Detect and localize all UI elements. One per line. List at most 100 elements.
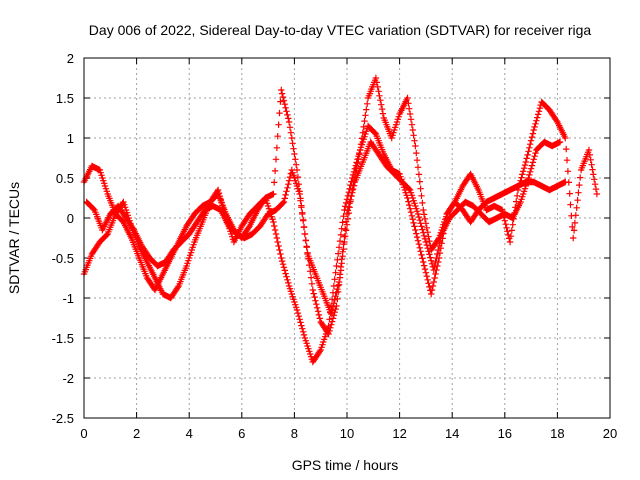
data-point xyxy=(301,224,307,230)
data-point xyxy=(407,111,413,117)
data-point xyxy=(285,115,291,121)
data-point xyxy=(527,141,533,147)
data-point xyxy=(431,279,437,285)
data-point xyxy=(291,151,297,157)
data-point xyxy=(421,262,427,268)
data-point xyxy=(287,124,293,130)
data-point xyxy=(275,239,281,245)
x-tick-label: 6 xyxy=(238,426,245,441)
data-point xyxy=(299,326,305,332)
data-point xyxy=(309,281,315,287)
data-point xyxy=(424,273,430,279)
data-point xyxy=(379,106,385,112)
data-point xyxy=(282,267,288,273)
data-point xyxy=(412,143,418,149)
data-point xyxy=(281,98,287,104)
data-point xyxy=(285,181,291,187)
y-tick-label: -1 xyxy=(62,291,74,306)
y-tick-label: -2.5 xyxy=(52,411,74,426)
data-point xyxy=(420,259,426,265)
data-point xyxy=(527,169,533,175)
chart-title: Day 006 of 2022, Sidereal Day-to-day VTE… xyxy=(89,22,592,38)
data-point xyxy=(313,301,319,307)
data-point xyxy=(522,162,528,168)
y-tick-label: -1.5 xyxy=(52,331,74,346)
data-point xyxy=(408,116,414,122)
x-tick-label: 18 xyxy=(550,426,564,441)
data-point xyxy=(284,112,290,118)
data-point xyxy=(275,122,281,128)
y-tick-label: 1 xyxy=(67,131,74,146)
data-point xyxy=(415,164,421,170)
data-point xyxy=(535,111,541,117)
data-point xyxy=(526,172,532,178)
data-point xyxy=(278,255,284,261)
data-point xyxy=(567,190,573,196)
x-tick-label: 10 xyxy=(340,426,354,441)
x-tick-label: 8 xyxy=(291,426,298,441)
grid xyxy=(84,58,610,418)
data-point xyxy=(531,156,537,162)
data-point xyxy=(418,193,424,199)
data-point xyxy=(563,146,569,152)
data-point xyxy=(272,168,278,174)
data-point xyxy=(414,234,420,240)
data-point xyxy=(525,148,531,154)
data-point xyxy=(285,280,291,286)
data-point xyxy=(406,106,412,112)
data-point xyxy=(282,192,288,198)
data-point xyxy=(289,140,295,146)
data-point xyxy=(378,102,384,108)
x-tick-label: 2 xyxy=(133,426,140,441)
data-point xyxy=(280,261,286,267)
data-point xyxy=(308,274,314,280)
data-point xyxy=(279,90,285,96)
data-point xyxy=(422,216,428,222)
data-point xyxy=(414,157,420,163)
data-point xyxy=(314,305,320,311)
data-point xyxy=(284,277,290,283)
data-point xyxy=(565,168,571,174)
data-point xyxy=(528,138,534,144)
data-point xyxy=(514,193,520,199)
data-point xyxy=(416,241,422,247)
data-point xyxy=(300,329,306,335)
data-point xyxy=(410,220,416,226)
data-point xyxy=(411,138,417,144)
data-point xyxy=(297,316,303,322)
data-point xyxy=(567,202,574,208)
data-points xyxy=(81,75,600,365)
data-point xyxy=(574,197,580,203)
data-point xyxy=(274,145,280,151)
data-point xyxy=(293,162,299,168)
data-point xyxy=(316,312,322,318)
data-point xyxy=(289,135,295,141)
data-point xyxy=(295,310,301,316)
data-point xyxy=(574,205,580,211)
data-point xyxy=(415,238,421,244)
data-point xyxy=(419,200,425,206)
data-point xyxy=(577,174,583,180)
y-tick-label: 2 xyxy=(67,51,74,66)
data-point xyxy=(531,127,537,133)
y-tick-label: -0.5 xyxy=(52,251,74,266)
data-point xyxy=(292,156,298,162)
chart-svg: Day 006 of 2022, Sidereal Day-to-day VTE… xyxy=(0,0,640,480)
data-point xyxy=(375,88,381,94)
data-point xyxy=(420,207,426,213)
data-point xyxy=(420,230,426,236)
x-tick-label: 16 xyxy=(498,426,512,441)
data-point xyxy=(564,157,570,163)
y-tick-label: 0.5 xyxy=(56,171,74,186)
data-point xyxy=(520,168,526,174)
data-point xyxy=(575,190,581,196)
data-point xyxy=(282,270,288,276)
data-point xyxy=(503,221,509,227)
data-point xyxy=(573,212,579,218)
data-point xyxy=(411,223,417,229)
data-point xyxy=(284,185,290,191)
data-point xyxy=(288,130,294,136)
data-point xyxy=(362,112,368,118)
data-point xyxy=(528,166,534,172)
data-point xyxy=(361,118,367,124)
